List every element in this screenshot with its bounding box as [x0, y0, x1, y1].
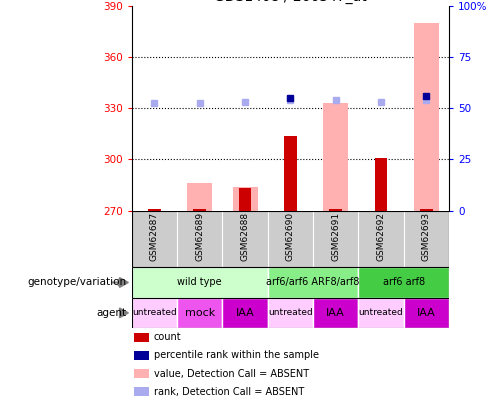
Bar	[313, 298, 358, 328]
Text: agent: agent	[97, 308, 127, 318]
Text: IAA: IAA	[417, 308, 436, 318]
Bar	[420, 209, 433, 211]
Text: IAA: IAA	[326, 308, 345, 318]
Bar	[239, 188, 251, 211]
Bar	[414, 23, 439, 211]
Text: value, Detection Call = ABSENT: value, Detection Call = ABSENT	[154, 369, 309, 379]
Bar	[404, 298, 449, 328]
Bar	[132, 298, 177, 328]
Bar	[323, 103, 348, 211]
Text: GSM62693: GSM62693	[422, 212, 431, 261]
Title: GDS1408 / 266347_at: GDS1408 / 266347_at	[214, 0, 367, 4]
Text: count: count	[154, 332, 182, 342]
Text: percentile rank within the sample: percentile rank within the sample	[154, 350, 319, 360]
Text: GSM62687: GSM62687	[150, 212, 159, 261]
Bar	[268, 267, 358, 298]
Text: mock: mock	[184, 308, 215, 318]
Text: arf6 arf8: arf6 arf8	[383, 277, 425, 288]
Text: rank, Detection Call = ABSENT: rank, Detection Call = ABSENT	[154, 387, 304, 397]
Text: wild type: wild type	[178, 277, 222, 288]
Bar	[358, 267, 449, 298]
Text: GSM62690: GSM62690	[286, 212, 295, 261]
Text: genotype/variation: genotype/variation	[28, 277, 127, 288]
Bar	[134, 388, 149, 396]
Bar	[329, 209, 342, 211]
Text: arf6/arf6 ARF8/arf8: arf6/arf6 ARF8/arf8	[266, 277, 360, 288]
Text: untreated: untreated	[268, 308, 313, 318]
Bar	[375, 158, 387, 211]
Bar	[132, 267, 268, 298]
Bar	[187, 183, 212, 211]
Bar	[284, 136, 297, 211]
Text: IAA: IAA	[236, 308, 254, 318]
Bar	[358, 298, 404, 328]
Text: GSM62688: GSM62688	[241, 212, 249, 261]
Bar	[268, 298, 313, 328]
Text: GSM62691: GSM62691	[331, 212, 340, 261]
Text: GSM62692: GSM62692	[376, 212, 386, 261]
Bar	[148, 209, 161, 211]
Bar	[233, 187, 258, 211]
Bar	[223, 298, 268, 328]
Text: GSM62689: GSM62689	[195, 212, 204, 261]
Bar	[134, 333, 149, 341]
Text: untreated: untreated	[359, 308, 404, 318]
Bar	[193, 209, 206, 211]
Bar	[134, 369, 149, 378]
Bar	[177, 298, 223, 328]
Bar	[134, 351, 149, 360]
Text: untreated: untreated	[132, 308, 177, 318]
